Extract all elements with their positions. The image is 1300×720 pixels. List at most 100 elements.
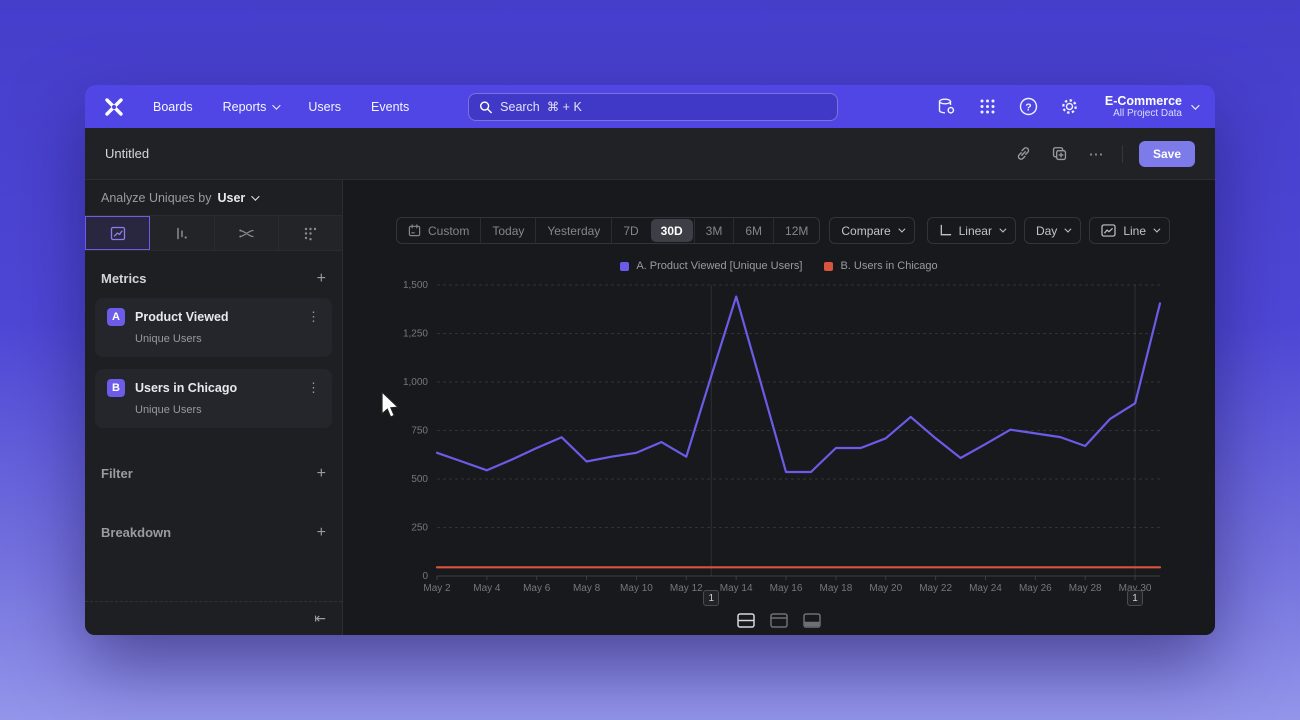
annotation-badge[interactable]: 1 — [1127, 590, 1144, 606]
chevron-down-icon — [251, 191, 260, 201]
tab-bar-chart[interactable] — [150, 216, 215, 250]
range-label: Custom — [428, 223, 470, 238]
range-12m[interactable]: 12M — [773, 218, 819, 243]
legend-item-a[interactable]: A. Product Viewed [Unique Users] — [620, 260, 802, 272]
tab-insights[interactable] — [85, 216, 151, 250]
range-custom[interactable]: Custom — [397, 218, 480, 243]
date-range-picker: Custom Today Yesterday 7D 30D 3M 6M 12M — [396, 217, 821, 244]
range-7d[interactable]: 7D — [611, 218, 649, 243]
svg-text:500: 500 — [411, 474, 428, 485]
line-chart[interactable]: 0 250 500 750 1,000 1,250 1,500 May 2 May 4 May 6… — [383, 275, 1173, 600]
svg-text:May 4: May 4 — [473, 583, 501, 594]
range-label: Yesterday — [547, 223, 601, 238]
analyze-by-dropdown[interactable]: User — [217, 190, 260, 205]
analyze-label: Analyze Uniques by — [101, 190, 212, 205]
collapse-sidebar-icon[interactable]: ⇤ — [314, 610, 326, 626]
copy-link-icon[interactable] — [1014, 144, 1034, 164]
svg-text:May 18: May 18 — [819, 583, 852, 594]
nav-item-boards[interactable]: Boards — [153, 100, 193, 114]
nav-item-users[interactable]: Users — [308, 100, 341, 114]
svg-text:0: 0 — [422, 571, 428, 582]
analyze-value: User — [217, 190, 246, 205]
chevron-down-icon — [1064, 225, 1072, 233]
add-metric-button[interactable]: + — [316, 269, 326, 287]
line-chart-icon — [110, 226, 125, 240]
settings-gear-icon[interactable] — [1060, 97, 1080, 117]
compare-label: Compare — [841, 223, 891, 238]
sidebar-footer: ⇤ — [85, 601, 342, 635]
interval-label: Day — [1035, 223, 1058, 238]
svg-text:1,000: 1,000 — [403, 377, 428, 388]
metric-name: Users in Chicago — [135, 381, 238, 395]
metric-badge: A — [107, 308, 125, 326]
project-name: E-Commerce — [1104, 93, 1182, 108]
range-30d[interactable]: 30D — [650, 219, 693, 242]
metric-options-icon[interactable]: ⋮ — [307, 309, 320, 324]
report-title-bar: Untitled ⋯ Save — [85, 128, 1215, 180]
calendar-icon — [408, 224, 421, 237]
apps-grid-icon[interactable] — [978, 97, 998, 117]
metric-card-b[interactable]: B Users in Chicago ⋮ Unique Users — [95, 369, 332, 428]
svg-text:May 12: May 12 — [670, 583, 703, 594]
chart-type-dropdown[interactable]: Line — [1089, 217, 1170, 244]
search-box[interactable] — [468, 93, 838, 121]
annotation-badge[interactable]: 1 — [703, 590, 720, 606]
metric-options-icon[interactable]: ⋮ — [307, 380, 320, 395]
save-button[interactable]: Save — [1138, 140, 1195, 167]
project-selector[interactable]: E-Commerce All Project Data — [1105, 94, 1200, 120]
interval-dropdown[interactable]: Day — [1023, 217, 1082, 244]
chevron-down-icon — [1153, 225, 1161, 233]
search-input[interactable] — [500, 100, 827, 114]
duplicate-icon[interactable] — [1050, 144, 1070, 164]
svg-text:?: ? — [1026, 102, 1032, 114]
content-area: Analyze Uniques by User — [85, 180, 1215, 635]
svg-text:May 26: May 26 — [1019, 583, 1052, 594]
scale-dropdown[interactable]: Linear — [926, 217, 1016, 244]
legend-label: A. Product Viewed [Unique Users] — [636, 260, 803, 272]
nav-label: Reports — [222, 99, 267, 114]
breakdown-section-header: Breakdown + — [85, 493, 342, 552]
chart-type-label: Line — [1123, 223, 1146, 238]
mixpanel-logo-icon[interactable] — [103, 97, 125, 117]
range-label: Today — [492, 223, 525, 238]
range-yesterday[interactable]: Yesterday — [535, 218, 611, 243]
metric-subtitle[interactable]: Unique Users — [135, 333, 202, 345]
add-breakdown-button[interactable]: + — [316, 523, 326, 541]
svg-text:May 22: May 22 — [919, 583, 952, 594]
add-filter-button[interactable]: + — [316, 464, 326, 482]
project-subtitle: All Project Data — [1113, 107, 1182, 119]
range-label: 3M — [705, 223, 723, 238]
svg-text:May 8: May 8 — [573, 583, 601, 594]
metric-card-a[interactable]: A Product Viewed ⋮ Unique Users — [95, 298, 332, 357]
chart-view-toggle[interactable] — [767, 610, 791, 630]
svg-text:May 30: May 30 — [1119, 583, 1152, 594]
more-actions-icon[interactable]: ⋯ — [1088, 145, 1104, 163]
metric-badge: B — [107, 379, 125, 397]
legend-swatch — [620, 261, 630, 271]
tab-flows[interactable] — [214, 216, 279, 250]
chart-legend: A. Product Viewed [Unique Users] B. User… — [343, 260, 1215, 272]
data-management-icon[interactable] — [937, 97, 957, 117]
compare-dropdown[interactable]: Compare — [829, 217, 915, 244]
table-view-toggle[interactable] — [800, 610, 824, 630]
range-today[interactable]: Today — [480, 218, 535, 243]
nav-item-reports[interactable]: Reports — [222, 99, 282, 114]
range-3m[interactable]: 3M — [693, 218, 734, 243]
line-chart-icon — [1101, 224, 1116, 237]
report-title[interactable]: Untitled — [105, 146, 150, 161]
tab-retention[interactable] — [278, 216, 342, 250]
search-icon — [479, 101, 492, 114]
range-6m[interactable]: 6M — [733, 218, 773, 243]
range-label: 30D — [660, 223, 683, 238]
project-names: E-Commerce All Project Data — [1105, 94, 1182, 120]
chevron-down-icon — [1191, 100, 1200, 110]
legend-item-b[interactable]: B. Users in Chicago — [824, 260, 938, 272]
nav-item-events[interactable]: Events — [371, 100, 409, 114]
help-icon[interactable]: ? — [1019, 97, 1039, 117]
range-label: 7D — [623, 223, 639, 238]
metric-name: Product Viewed — [135, 310, 229, 324]
chevron-down-icon — [272, 100, 282, 110]
split-view-toggle[interactable] — [734, 610, 758, 630]
metric-subtitle[interactable]: Unique Users — [135, 404, 202, 416]
